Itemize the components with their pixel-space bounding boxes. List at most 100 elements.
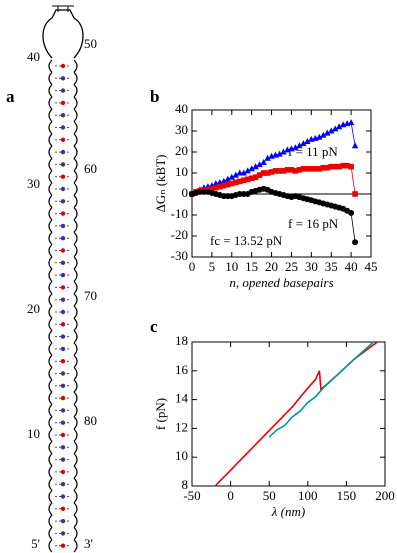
marker <box>264 154 271 161</box>
strand <box>48 231 78 245</box>
strand <box>48 170 78 184</box>
series-line <box>268 341 374 438</box>
marker <box>276 150 283 157</box>
base <box>60 162 66 167</box>
strand <box>48 293 78 307</box>
strand <box>48 330 78 344</box>
strand <box>48 539 78 553</box>
marker <box>320 164 327 171</box>
base <box>60 322 66 327</box>
strand <box>48 244 78 258</box>
strand <box>48 428 78 442</box>
marker <box>272 168 279 174</box>
strand <box>48 465 78 479</box>
base <box>60 309 66 315</box>
base <box>60 420 66 425</box>
base <box>60 371 66 376</box>
strand <box>48 194 78 209</box>
marker <box>351 142 359 149</box>
x-tick-label: 50 <box>263 488 276 503</box>
x-tick-label: 0 <box>189 259 196 274</box>
marker <box>304 138 311 144</box>
x-tick-label: -50 <box>183 488 200 503</box>
strand <box>48 84 78 98</box>
strand <box>48 108 78 122</box>
x-tick-label: 100 <box>298 488 318 503</box>
marker <box>336 163 342 170</box>
marker <box>280 148 287 155</box>
y-tick-label: 40 <box>175 101 188 116</box>
strand <box>48 416 78 430</box>
base <box>60 186 66 192</box>
position-label: 20 <box>27 301 40 316</box>
base <box>60 346 66 352</box>
strand <box>48 256 78 270</box>
marker <box>316 166 323 172</box>
marker <box>296 142 303 149</box>
strand <box>48 280 78 295</box>
base <box>60 248 66 253</box>
x-axis-label: n, opened basepairs <box>229 275 333 290</box>
base <box>60 88 66 93</box>
marker <box>236 178 243 185</box>
base <box>60 297 66 302</box>
strand <box>48 268 78 282</box>
base <box>60 63 66 69</box>
loop <box>42 9 84 59</box>
strand <box>48 305 78 319</box>
plot-frame <box>191 341 386 487</box>
marker <box>260 170 267 176</box>
base <box>60 506 66 511</box>
marker <box>324 129 331 136</box>
hairpin: 40 30 20 10 5' 50 60 70 80 3' <box>27 5 97 553</box>
marker <box>224 175 231 182</box>
marker <box>320 131 327 138</box>
y-axis-label: f (pN) <box>153 398 168 430</box>
marker <box>308 166 315 172</box>
base <box>60 100 66 106</box>
marker <box>304 166 311 172</box>
base <box>60 383 66 388</box>
marker <box>347 119 355 126</box>
marker <box>256 161 263 168</box>
strand <box>48 367 78 381</box>
marker <box>300 140 307 147</box>
strand <box>48 207 78 221</box>
strand <box>48 71 78 86</box>
base <box>60 543 66 548</box>
panel-label: a <box>6 87 15 106</box>
plot-frame <box>191 109 372 258</box>
y-tick-label: 30 <box>175 122 188 137</box>
position-label: 70 <box>84 288 97 303</box>
marker <box>252 163 259 170</box>
base <box>60 199 66 204</box>
strand <box>48 514 78 528</box>
annotation: f = 16 pN <box>288 216 339 231</box>
base <box>60 469 66 475</box>
strand <box>48 502 78 516</box>
marker <box>240 169 247 176</box>
base <box>60 137 66 142</box>
marker <box>221 182 227 189</box>
marker <box>264 170 271 176</box>
strand <box>48 490 78 504</box>
position-label: 5' <box>31 536 40 551</box>
strand <box>48 354 78 368</box>
marker <box>213 184 219 191</box>
marker <box>292 144 299 151</box>
position-label: 10 <box>27 426 40 441</box>
strand <box>48 317 78 332</box>
y-tick-label: -20 <box>171 227 188 242</box>
x-tick-label: 35 <box>325 259 338 274</box>
y-tick-label: 10 <box>175 448 188 463</box>
position-label: 50 <box>84 36 97 51</box>
x-tick-label: 15 <box>245 259 258 274</box>
marker <box>276 168 283 174</box>
position-label: 60 <box>84 161 97 176</box>
strand <box>48 219 78 233</box>
marker <box>316 133 323 140</box>
marker <box>260 159 267 165</box>
base <box>60 236 66 241</box>
marker <box>209 185 215 192</box>
base <box>60 260 66 265</box>
